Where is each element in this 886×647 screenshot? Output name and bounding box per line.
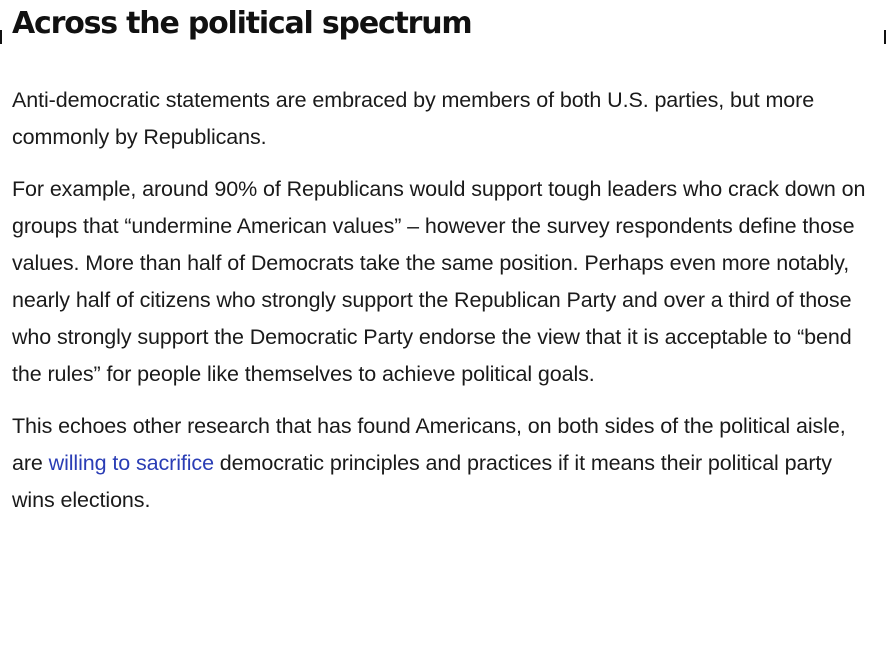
paragraph-3-text-before: This echoes other research that has foun… bbox=[12, 414, 846, 475]
left-edge-mark bbox=[0, 30, 2, 44]
right-edge-mark bbox=[884, 30, 886, 44]
paragraph-3-text-after: democratic principles and practices if i… bbox=[12, 451, 832, 512]
section-heading: Across the political spectrum bbox=[12, 6, 473, 41]
paragraph-2: For example, around 90% of Republicans w… bbox=[12, 177, 866, 386]
article-section: Across the political spectrum Anti-democ… bbox=[12, 0, 878, 519]
willing-to-sacrifice-link[interactable]: willing to sacrifice bbox=[48, 451, 214, 475]
paragraph-3: This echoes other research that has foun… bbox=[12, 408, 878, 519]
paragraph-1: Anti-democratic statements are embraced … bbox=[12, 88, 815, 149]
